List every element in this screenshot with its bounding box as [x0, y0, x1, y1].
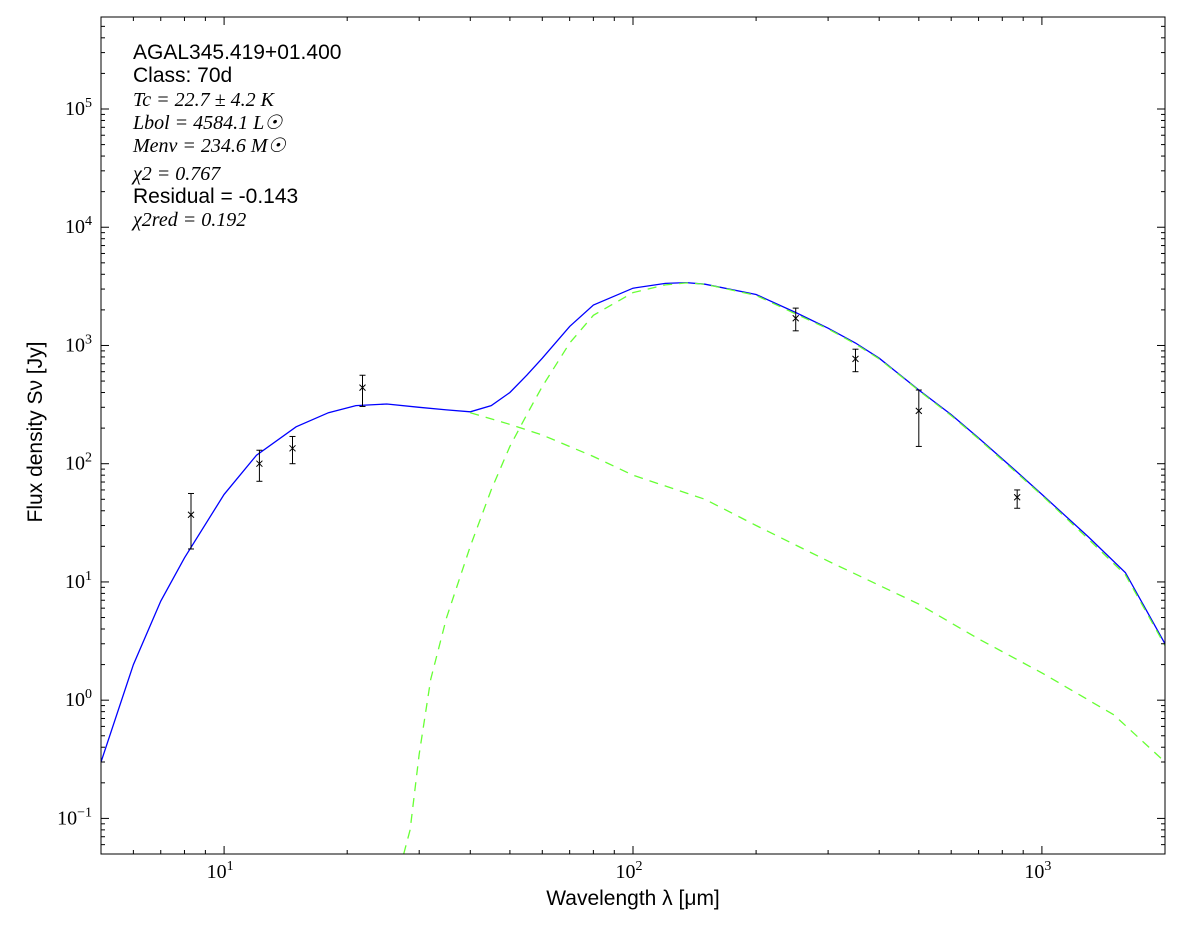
y-tick-label: 104 — [65, 214, 92, 238]
y-tick-label: 103 — [65, 332, 92, 356]
point-marker — [187, 511, 195, 519]
chi2-value: χ2 = 0.767 — [131, 163, 221, 185]
plot-area — [100, 16, 1166, 855]
lbol-value: Lbol = 4584.1 L☉ — [132, 112, 283, 134]
y-tick-label: 10−1 — [57, 805, 92, 829]
x-axis-label: Wavelength λ [μm] — [546, 887, 720, 910]
point-marker — [915, 407, 923, 415]
residual-value: Residual = -0.143 — [133, 185, 298, 208]
menv-value: Menv = 234.6 M☉ — [132, 135, 287, 157]
chi2-red-value: χ2red = 0.192 — [131, 209, 246, 231]
data-point — [1013, 489, 1021, 509]
data-point — [915, 389, 923, 447]
cold-component-line — [403, 282, 1165, 854]
data-point — [289, 435, 296, 465]
y-axis-label: Flux density Sν [Jy] — [24, 342, 47, 523]
point-marker — [289, 444, 296, 452]
x-tick-label: 103 — [1024, 859, 1051, 883]
data-point — [256, 449, 263, 482]
y-tick-label: 102 — [65, 451, 92, 475]
x-tick-label: 102 — [616, 859, 643, 883]
source-class: Class: 70d — [133, 64, 232, 87]
data-point — [187, 492, 195, 550]
warm-component-line — [470, 412, 1165, 763]
tc-value: Tc = 22.7 ± 4.2 K — [133, 89, 276, 111]
point-marker — [256, 460, 263, 468]
point-marker — [792, 314, 800, 322]
y-tick-label: 105 — [65, 96, 92, 120]
point-marker — [852, 355, 859, 363]
fit-annotations: AGAL345.419+01.400 Class: 70d Tc = 22.7 … — [131, 41, 341, 231]
total-fit-line — [101, 281, 1165, 763]
data-point — [792, 307, 800, 332]
x-tick-label: 101 — [207, 859, 234, 883]
data-point — [852, 348, 859, 373]
point-marker — [359, 384, 366, 391]
data-point — [359, 374, 366, 407]
point-marker — [1013, 493, 1021, 501]
y-tick-label: 100 — [65, 687, 92, 711]
y-tick-label: 101 — [65, 569, 92, 593]
source-name: AGAL345.419+01.400 — [133, 41, 341, 64]
